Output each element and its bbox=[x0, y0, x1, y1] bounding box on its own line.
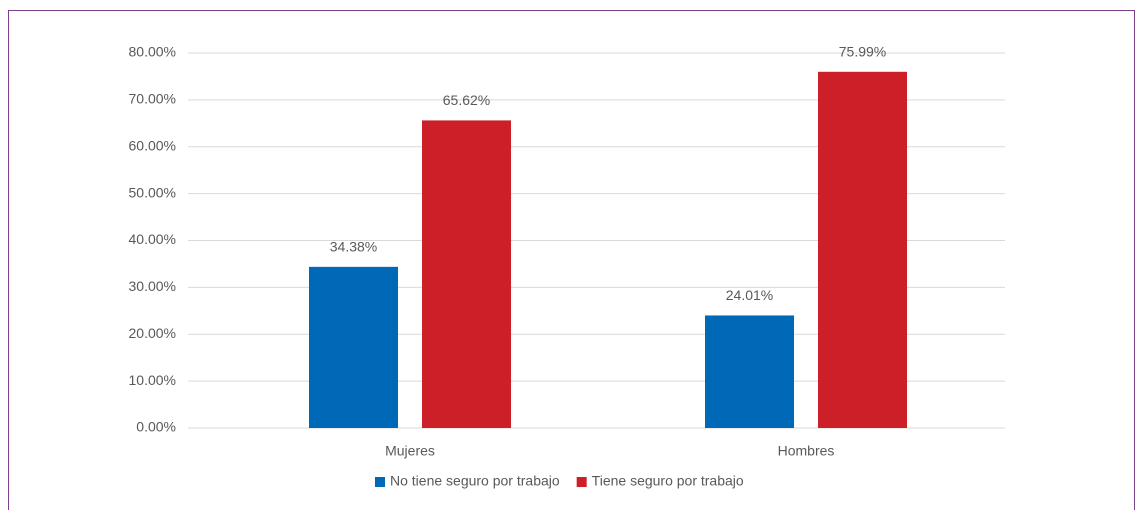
frame bbox=[8, 10, 1135, 510]
y-tick-label: 20.00% bbox=[129, 325, 176, 341]
y-tick-label: 50.00% bbox=[129, 184, 176, 200]
bar bbox=[705, 315, 794, 428]
y-tick-label: 0.00% bbox=[136, 419, 176, 435]
bar bbox=[309, 266, 398, 428]
y-tick-label: 70.00% bbox=[129, 91, 176, 107]
legend-label: Tiene seguro por trabajo bbox=[592, 473, 744, 489]
y-tick-label: 80.00% bbox=[129, 44, 176, 60]
x-tick-label: Mujeres bbox=[385, 443, 435, 459]
bar bbox=[818, 71, 907, 428]
data-label: 75.99% bbox=[839, 44, 886, 60]
data-label: 34.38% bbox=[330, 239, 377, 255]
data-label: 65.62% bbox=[443, 92, 490, 108]
legend-label: No tiene seguro por trabajo bbox=[390, 473, 560, 489]
y-tick-label: 60.00% bbox=[129, 137, 176, 153]
y-tick-label: 10.00% bbox=[129, 372, 176, 388]
legend-swatch bbox=[576, 477, 587, 487]
data-label: 24.01% bbox=[726, 287, 773, 303]
x-tick-label: Hombres bbox=[778, 443, 835, 459]
y-tick-label: 40.00% bbox=[129, 231, 176, 247]
bar bbox=[422, 120, 511, 428]
y-tick-label: 30.00% bbox=[129, 278, 176, 294]
legend-swatch bbox=[375, 477, 385, 487]
